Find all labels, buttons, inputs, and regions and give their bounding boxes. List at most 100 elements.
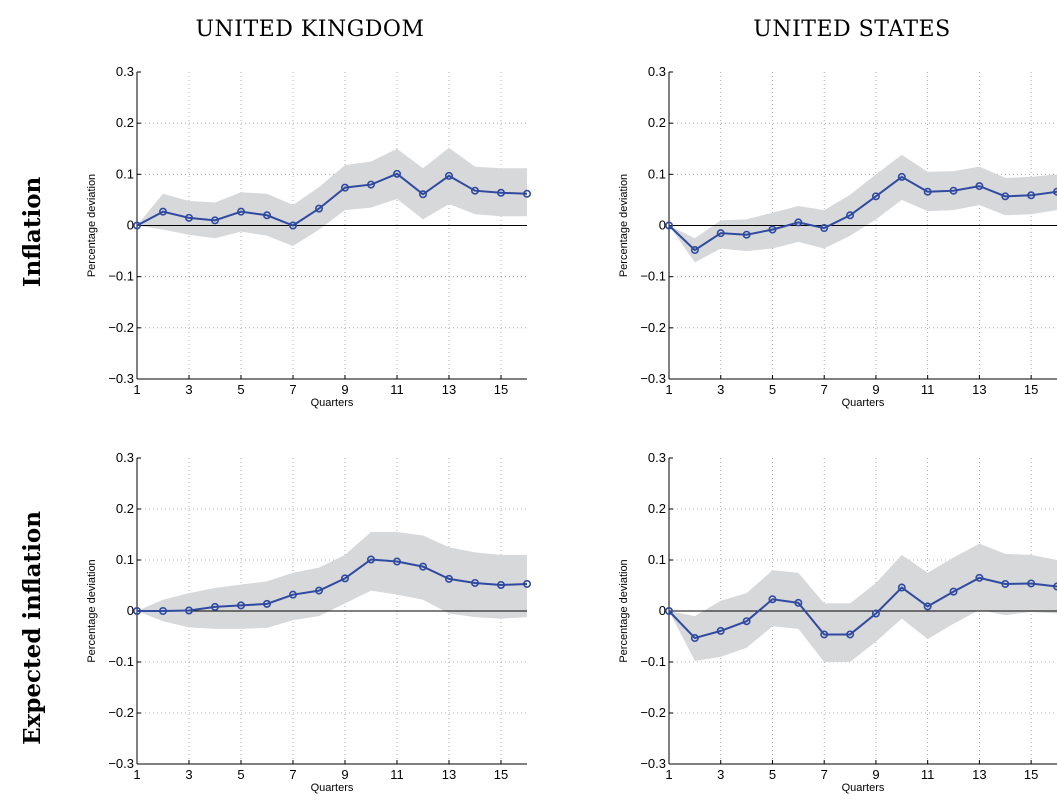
- data-point-q5: [768, 595, 777, 604]
- x-tick-label-1: 1: [133, 382, 140, 397]
- x-tick-label-7: 7: [821, 382, 828, 397]
- data-point-q13: [975, 573, 984, 582]
- data-point-q8: [846, 630, 855, 639]
- data-point-q5: [237, 207, 246, 216]
- data-point-q2: [159, 606, 168, 615]
- panel-uk-expected-inflation: 1 3 5 7 9 11 13 15−0.3−0.2−0.100.10.20.3Quarter…: [86, 450, 531, 794]
- x-tick-label-11: 11: [390, 382, 404, 397]
- y-tick-label-2: −0.1: [108, 654, 134, 669]
- data-point-q9: [871, 609, 880, 618]
- data-point-q11: [392, 557, 401, 566]
- data-point-q1: [133, 221, 142, 230]
- y-tick-label-3: 0: [127, 603, 134, 618]
- y-tick-label-3: 0: [127, 218, 134, 233]
- data-point-q13: [444, 171, 453, 180]
- data-point-q7: [820, 224, 829, 233]
- x-axis-label: Quarters: [842, 782, 885, 794]
- x-tick-label-15: 15: [494, 767, 508, 782]
- data-point-q9: [340, 574, 349, 583]
- x-tick-label-15: 15: [494, 382, 508, 397]
- data-point-q13: [975, 182, 984, 191]
- data-point-q15: [1027, 191, 1036, 200]
- data-point-q3: [716, 626, 725, 635]
- data-point-q16: [1053, 187, 1057, 196]
- data-point-q2: [690, 246, 699, 255]
- x-tick-label-3: 3: [185, 382, 192, 397]
- data-point-q14: [470, 578, 479, 587]
- x-tick-label-1: 1: [133, 767, 140, 782]
- data-point-q3: [716, 229, 725, 238]
- column-title-us: UNITED STATES: [753, 17, 950, 42]
- y-tick-label-5: 0.2: [648, 501, 666, 516]
- data-point-q5: [768, 225, 777, 234]
- x-axis-label: Quarters: [311, 397, 354, 409]
- x-tick-label-3: 3: [185, 767, 192, 782]
- data-point-q1: [664, 606, 673, 615]
- x-tick-label-3: 3: [717, 382, 724, 397]
- y-tick-label-6: 0.3: [648, 64, 666, 79]
- data-point-q10: [897, 583, 906, 592]
- y-tick-label-1: −0.2: [108, 320, 134, 335]
- data-point-q8: [846, 211, 855, 220]
- y-tick-label-2: −0.1: [640, 654, 666, 669]
- y-tick-label-6: 0.3: [648, 450, 666, 465]
- data-point-q6: [262, 211, 271, 220]
- y-tick-label-6: 0.3: [116, 64, 134, 79]
- data-point-q6: [794, 598, 803, 607]
- data-point-q12: [949, 186, 958, 195]
- panel-us-expected-inflation: 1 3 5 7 9 11 13 15−0.3−0.2−0.100.10.20.3Quarter…: [618, 450, 1057, 794]
- series-line: [668, 576, 1057, 640]
- x-tick-label-1: 1: [665, 382, 672, 397]
- data-point-q7: [288, 221, 297, 230]
- y-tick-label-4: 0.1: [648, 166, 666, 181]
- data-point-q10: [897, 172, 906, 181]
- data-point-q7: [288, 590, 297, 599]
- y-tick-label-1: −0.2: [640, 705, 666, 720]
- confidence-band: [669, 154, 1057, 263]
- chart-panels: 1 3 5 7 9 11 13 15−0.3−0.2−0.100.10.20.3Quarter…: [86, 64, 1057, 794]
- data-point-q8: [314, 204, 323, 213]
- y-tick-label-0: −0.3: [640, 756, 666, 771]
- x-tick-label-9: 9: [872, 767, 879, 782]
- x-tick-label-5: 5: [769, 382, 776, 397]
- y-axis-label: Percentage deviation: [86, 559, 98, 662]
- y-axis-label: Percentage deviation: [618, 559, 630, 662]
- data-point-q11: [392, 169, 401, 178]
- x-tick-label-9: 9: [341, 767, 348, 782]
- y-tick-label-1: −0.2: [640, 320, 666, 335]
- data-point-q2: [690, 634, 699, 643]
- x-tick-label-5: 5: [237, 382, 244, 397]
- data-point-q11: [923, 187, 932, 196]
- data-point-q1: [664, 221, 673, 230]
- data-point-q2: [159, 207, 168, 216]
- column-title-uk: UNITED KINGDOM: [196, 17, 425, 42]
- data-point-q15: [496, 188, 505, 197]
- data-point-q16: [522, 579, 531, 588]
- data-point-q6: [262, 599, 271, 608]
- x-tick-label-7: 7: [289, 382, 296, 397]
- data-point-q7: [820, 630, 829, 639]
- row-title-inflation: Inflation: [19, 176, 46, 287]
- data-point-q8: [314, 586, 323, 595]
- x-tick-label-13: 13: [972, 382, 986, 397]
- data-point-q16: [522, 189, 531, 198]
- x-tick-label-13: 13: [442, 382, 456, 397]
- y-axis-label: Percentage deviation: [86, 174, 98, 277]
- x-axis-label: Quarters: [842, 397, 885, 409]
- series-line: [136, 172, 528, 227]
- data-point-q13: [444, 574, 453, 583]
- data-point-q5: [237, 601, 246, 610]
- series-line: [137, 558, 528, 612]
- y-tick-label-3: 0: [659, 603, 666, 618]
- data-point-q12: [949, 587, 958, 596]
- x-axis-label: Quarters: [311, 782, 354, 794]
- x-tick-label-7: 7: [289, 767, 296, 782]
- data-point-q14: [1001, 579, 1010, 588]
- y-tick-label-2: −0.1: [108, 269, 134, 284]
- data-point-q3: [185, 606, 194, 615]
- x-tick-label-9: 9: [872, 382, 879, 397]
- y-axis-label: Percentage deviation: [618, 174, 630, 277]
- data-point-q15: [496, 580, 505, 589]
- data-point-q9: [871, 192, 880, 201]
